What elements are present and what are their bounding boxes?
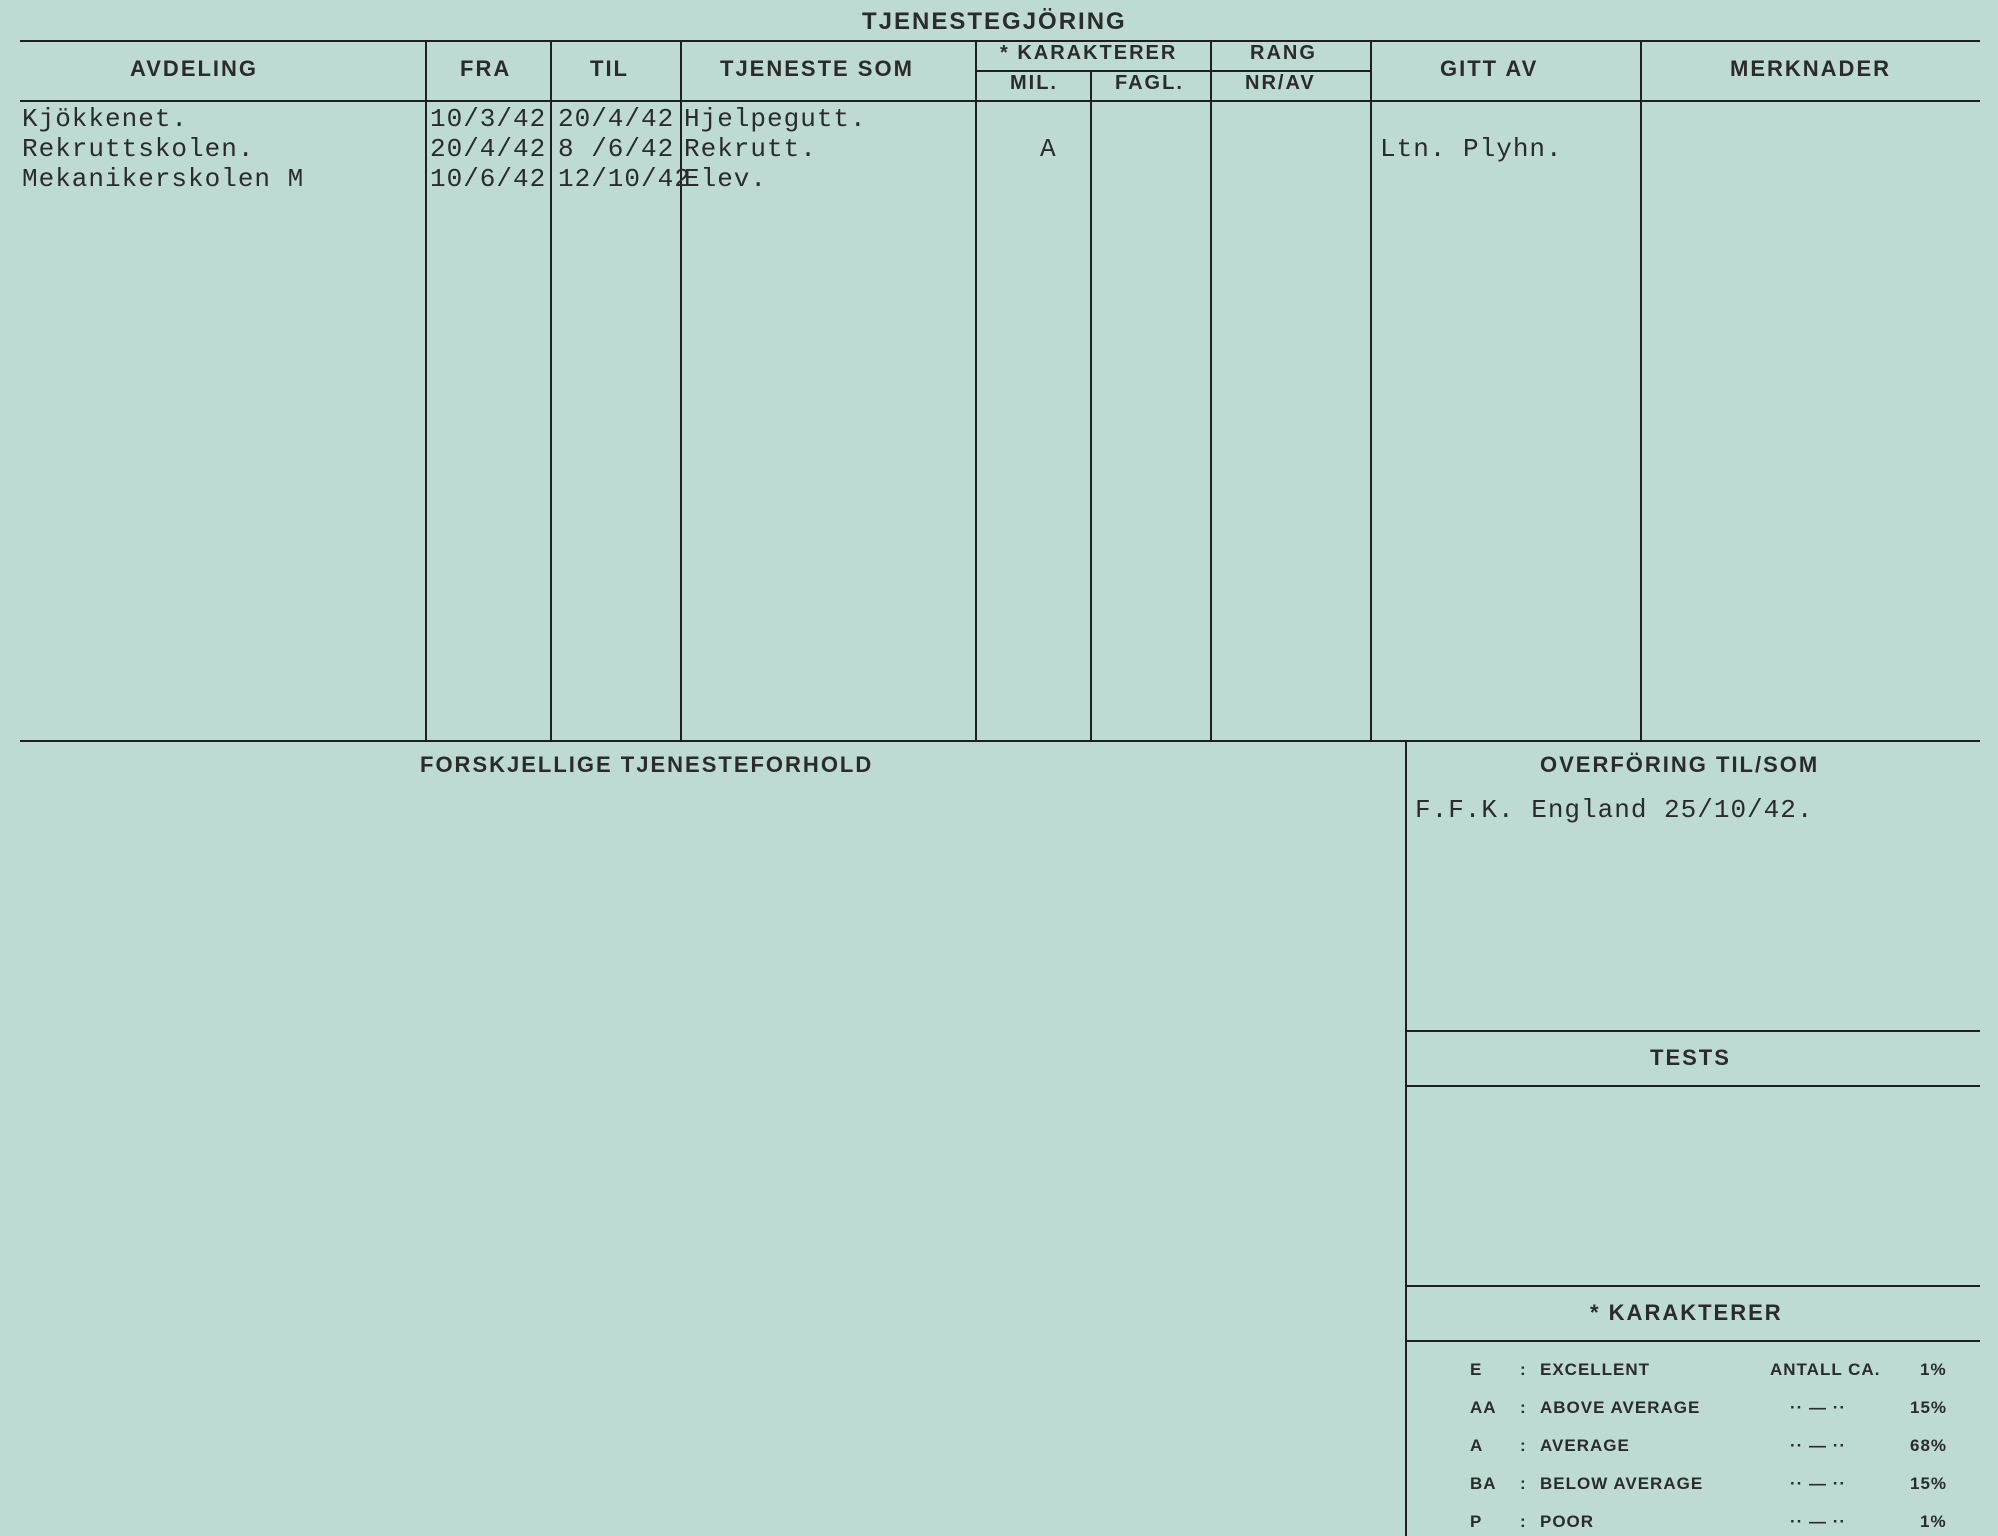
legend-ba-sep: : — [1520, 1474, 1527, 1494]
legend-e-code: E — [1470, 1360, 1482, 1380]
overforing-title: OVERFÖRING TIL/SOM — [1540, 752, 1819, 778]
rule-v-3 — [680, 40, 682, 740]
col-mil: MIL. — [1010, 72, 1058, 95]
legend-a-code: A — [1470, 1436, 1483, 1456]
legend-a-ditto: ·· — ·· — [1790, 1436, 1846, 1456]
rule-v-2 — [550, 40, 552, 740]
rule-karakterer-header-bottom — [1405, 1340, 1980, 1342]
r2-tjeneste: Rekrutt. — [684, 134, 817, 164]
col-til: TIL — [590, 56, 629, 82]
col-fagl: FAGL. — [1115, 72, 1184, 95]
legend-aa-ditto: ·· — ·· — [1790, 1398, 1846, 1418]
legend-a-label: AVERAGE — [1540, 1436, 1630, 1456]
legend-ba-code: BA — [1470, 1474, 1497, 1494]
rule-v-5 — [1090, 70, 1092, 740]
forskjellige-title: FORSKJELLIGE TJENESTEFORHOLD — [420, 752, 873, 778]
service-card-page: TJENESTEGJÖRING AVDELING FRA TIL TJENEST… — [0, 0, 1998, 1536]
rule-tests-top — [1405, 1030, 1980, 1032]
legend-p-pct: 1% — [1920, 1512, 1947, 1532]
legend-p-code: P — [1470, 1512, 1482, 1532]
r3-avdeling: Mekanikerskolen M — [22, 164, 304, 194]
r2-mil: A — [1040, 134, 1057, 164]
legend-p-sep: : — [1520, 1512, 1527, 1532]
r3-tjeneste: Elev. — [684, 164, 767, 194]
r1-avdeling: Kjökkenet. — [22, 104, 188, 134]
legend-a-sep: : — [1520, 1436, 1527, 1456]
r1-tjeneste: Hjelpegutt. — [684, 104, 867, 134]
rule-v-1 — [425, 40, 427, 740]
col-avdeling: AVDELING — [130, 56, 258, 82]
karakterer-title: * KARAKTERER — [1590, 1300, 1783, 1326]
r1-fra: 10/3/42 — [430, 104, 546, 134]
legend-a-pct: 68% — [1910, 1436, 1947, 1456]
legend-e-pct: 1% — [1920, 1360, 1947, 1380]
legend-e-label: EXCELLENT — [1540, 1360, 1650, 1380]
rule-v-4 — [975, 40, 977, 740]
rule-right-panel — [1405, 740, 1407, 1536]
legend-aa-label: ABOVE AVERAGE — [1540, 1398, 1700, 1418]
legend-ba-ditto: ·· — ·· — [1790, 1474, 1846, 1494]
rule-karakterer-top — [1405, 1285, 1980, 1287]
legend-e-sep: : — [1520, 1360, 1527, 1380]
r2-gitt: Ltn. Plyhn. — [1380, 134, 1563, 164]
main-title: TJENESTEGJÖRING — [862, 8, 1127, 36]
r1-til: 20/4/42 — [558, 104, 674, 134]
rule-v-8 — [1640, 40, 1642, 740]
r2-til: 8 /6/42 — [558, 134, 674, 164]
rule-v-7 — [1370, 40, 1372, 740]
legend-ba-label: BELOW AVERAGE — [1540, 1474, 1703, 1494]
tests-title: TESTS — [1650, 1045, 1731, 1071]
col-rang: RANG — [1250, 42, 1317, 65]
overforing-text: F.F.K. England 25/10/42. — [1415, 795, 1813, 825]
r3-fra: 10/6/42 — [430, 164, 546, 194]
rule-header-bottom — [20, 100, 1980, 102]
col-merknader: MERKNADER — [1730, 56, 1891, 82]
col-nrav: NR/AV — [1245, 72, 1316, 95]
rule-tests-header-bottom — [1405, 1085, 1980, 1087]
legend-ba-pct: 15% — [1910, 1474, 1947, 1494]
rule-v-6 — [1210, 40, 1212, 740]
r2-fra: 20/4/42 — [430, 134, 546, 164]
r3-til: 12/10/42 — [558, 164, 691, 194]
legend-p-label: POOR — [1540, 1512, 1594, 1532]
col-tjeneste: TJENESTE SOM — [720, 56, 914, 82]
col-karakterer: * KARAKTERER — [1000, 42, 1177, 65]
col-gitt: GITT AV — [1440, 56, 1538, 82]
legend-aa-code: AA — [1470, 1398, 1497, 1418]
rule-table-bottom — [20, 740, 1980, 742]
legend-antall: ANTALL CA. — [1770, 1360, 1880, 1380]
col-fra: FRA — [460, 56, 511, 82]
legend-aa-sep: : — [1520, 1398, 1527, 1418]
r2-avdeling: Rekruttskolen. — [22, 134, 254, 164]
legend-p-ditto: ·· — ·· — [1790, 1512, 1846, 1532]
legend-aa-pct: 15% — [1910, 1398, 1947, 1418]
